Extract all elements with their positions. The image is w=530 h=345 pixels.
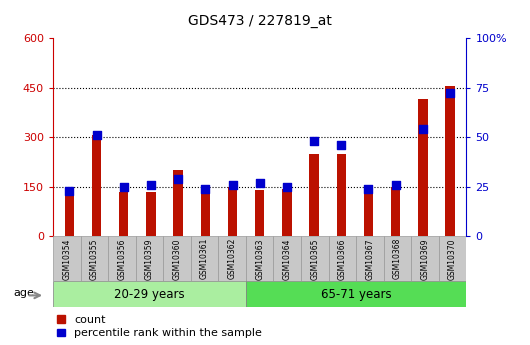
Bar [310,154,319,236]
Bar [356,236,384,281]
Bar [364,194,373,236]
Bar [173,170,183,236]
Point [65,188,74,194]
Bar [81,236,108,281]
Text: GSM10363: GSM10363 [255,238,264,279]
Text: GSM10370: GSM10370 [448,238,457,279]
Bar [391,187,401,236]
Bar [439,236,466,281]
Text: GSM10359: GSM10359 [145,238,154,279]
Bar [329,236,356,281]
Bar [246,236,273,281]
Text: GDS473 / 227819_at: GDS473 / 227819_at [188,13,332,28]
Bar [146,193,156,236]
Bar [445,86,455,236]
Point [419,126,427,132]
Bar [273,236,301,281]
Point [282,184,291,189]
Bar [418,99,428,236]
Text: GSM10365: GSM10365 [311,238,319,279]
Bar [337,154,346,236]
Bar [53,236,81,281]
Bar [119,192,128,236]
Bar [411,236,439,281]
Point [337,142,346,148]
Bar [108,236,136,281]
Text: GSM10360: GSM10360 [173,238,181,279]
Text: age: age [13,288,34,298]
Text: GSM10361: GSM10361 [200,238,209,279]
Point [364,186,373,191]
Text: GSM10356: GSM10356 [118,238,126,279]
Bar [53,281,246,307]
Legend: count, percentile rank within the sample: count, percentile rank within the sample [53,310,267,343]
Text: 65-71 years: 65-71 years [321,288,392,300]
Bar [246,281,466,307]
Point [392,182,400,187]
Bar [282,189,292,236]
Text: GSM10366: GSM10366 [338,238,347,279]
Text: GSM10362: GSM10362 [228,238,236,279]
Text: 20-29 years: 20-29 years [114,288,185,300]
Point [310,138,319,144]
Bar [301,236,329,281]
Point [147,182,155,187]
Bar [92,136,101,236]
Point [119,184,128,189]
Bar [384,236,411,281]
Text: GSM10368: GSM10368 [393,238,402,279]
Text: GSM10369: GSM10369 [421,238,429,279]
Text: GSM10355: GSM10355 [90,238,99,279]
Bar [65,195,74,236]
Bar [200,194,210,236]
Point [92,132,101,138]
Bar [191,236,218,281]
Bar [136,236,163,281]
Bar [255,190,264,236]
Point [255,180,264,186]
Text: GSM10354: GSM10354 [63,238,71,279]
Text: GSM10364: GSM10364 [283,238,292,279]
Point [446,91,454,96]
Point [201,186,209,191]
Bar [163,236,191,281]
Point [228,182,237,187]
Bar [218,236,246,281]
Bar [228,187,237,236]
Text: GSM10367: GSM10367 [366,238,374,279]
Point [174,176,182,181]
